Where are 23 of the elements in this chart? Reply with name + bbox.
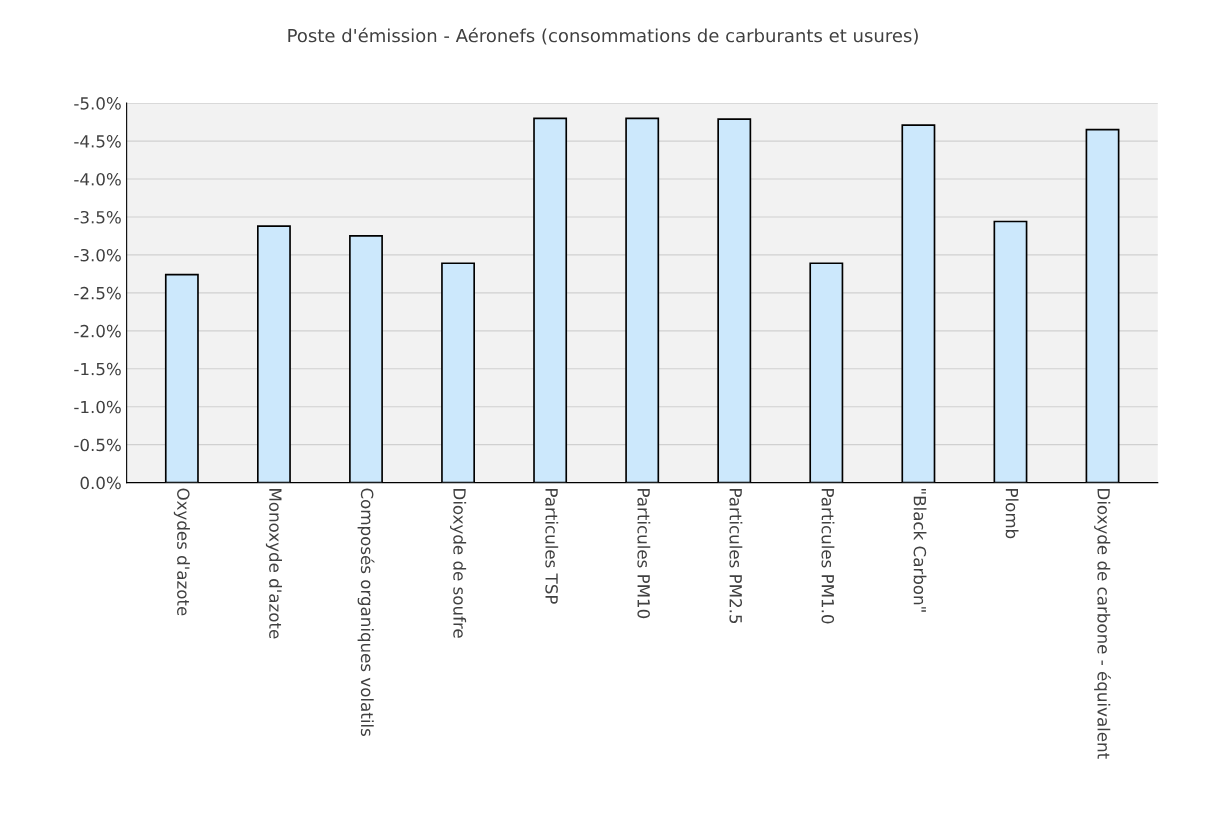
y-tick-label: -3.5%: [74, 210, 121, 224]
y-tick-label: 0.0%: [80, 476, 121, 490]
y-tick-label: -4.0%: [74, 172, 121, 186]
y-tick-label: -1.5%: [74, 362, 121, 376]
x-tick-label: Composés organiques volatils: [357, 488, 375, 736]
chart-title: Poste d'émission - Aéronefs (consommations de carburants et usures): [288, 27, 918, 45]
y-tick-label: -0.5%: [74, 438, 121, 452]
x-tick-label: Dioxyde de carbone - équivalent: [1094, 489, 1111, 759]
x-tick-label: Particules PM2.5: [729, 489, 743, 624]
x-tick-label: Particules TSP: [545, 489, 559, 604]
y-tick-label: -2.5%: [74, 286, 121, 300]
y-tick-label: -3.0%: [74, 248, 121, 262]
y-tick-label: -5.0%: [74, 97, 121, 110]
x-tick-label: Plomb: [1005, 489, 1019, 539]
x-tick-label: Monoxyde d'azote: [265, 489, 282, 639]
x-tick-label: Dioxyde de soufre: [450, 489, 467, 638]
x-tick-label: Particules PM10: [637, 489, 651, 619]
y-tick-label: -1.0%: [74, 400, 121, 414]
x-tick-label: Oxydes d'azote: [173, 488, 190, 616]
y-tick-label: -4.5%: [74, 135, 121, 148]
x-tick-label: "Black Carbon": [913, 489, 927, 612]
y-tick-label: -2.0%: [74, 324, 121, 338]
x-tick-label: Particules PM1.0: [821, 489, 835, 624]
